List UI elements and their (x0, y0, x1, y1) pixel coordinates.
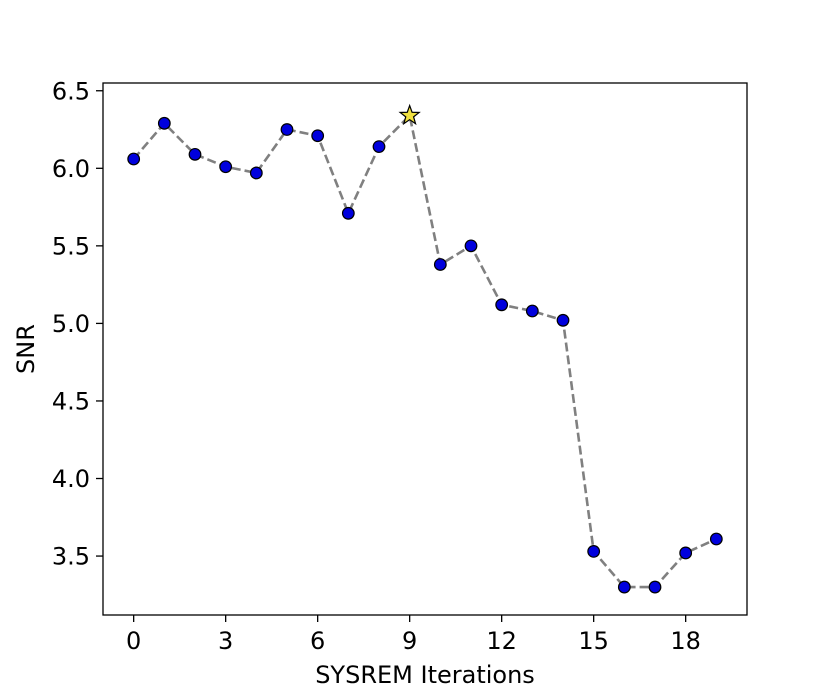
data-point (556, 313, 570, 327)
x-tick-label: 12 (486, 627, 517, 655)
x-tick-label: 3 (218, 627, 233, 655)
highlight-star-point (398, 103, 421, 126)
y-tick-label: 4.5 (52, 387, 90, 415)
axes-frame (102, 82, 748, 616)
x-tick-label: 18 (670, 627, 701, 655)
y-tick-label: 4.0 (52, 465, 90, 493)
data-point (249, 166, 263, 180)
data-point (372, 140, 386, 153)
data-point (587, 545, 601, 558)
data-point (280, 123, 294, 136)
y-tick-label: 6.0 (52, 155, 90, 183)
data-point (525, 304, 539, 318)
plot-area (103, 83, 747, 615)
x-tick-label: 6 (310, 627, 325, 655)
data-point (157, 116, 171, 130)
x-tick-label: 9 (402, 627, 417, 655)
y-tick-label: 3.5 (52, 543, 90, 571)
axes-layer: 0 3 6 9 12 15 18 3.5 4.0 4.5 5.0 5.5 6.0 6.5 (52, 77, 748, 655)
data-point (127, 152, 141, 166)
data-point (464, 239, 478, 253)
x-tick-label: 15 (578, 627, 609, 655)
data-point (341, 206, 355, 220)
data-point (709, 532, 723, 546)
y-tick-label: 5.5 (52, 232, 90, 260)
y-tick-label: 6.5 (52, 77, 90, 105)
series-line-layer (132, 114, 717, 589)
data-point (311, 129, 325, 143)
plot-background (103, 83, 747, 615)
x-tick-label: 0 (126, 627, 141, 655)
marker-layer (127, 103, 723, 594)
y-axis-label: SNR (12, 324, 40, 374)
data-point (648, 580, 662, 594)
y-tick-label: 5.0 (52, 310, 90, 338)
x-axis-label: SYSREM Iterations (315, 661, 535, 689)
data-point (617, 580, 631, 594)
data-point (219, 160, 233, 174)
data-point (495, 298, 509, 312)
data-point (679, 546, 693, 560)
data-point (188, 147, 202, 161)
series-line (132, 114, 717, 589)
data-point (433, 258, 447, 271)
